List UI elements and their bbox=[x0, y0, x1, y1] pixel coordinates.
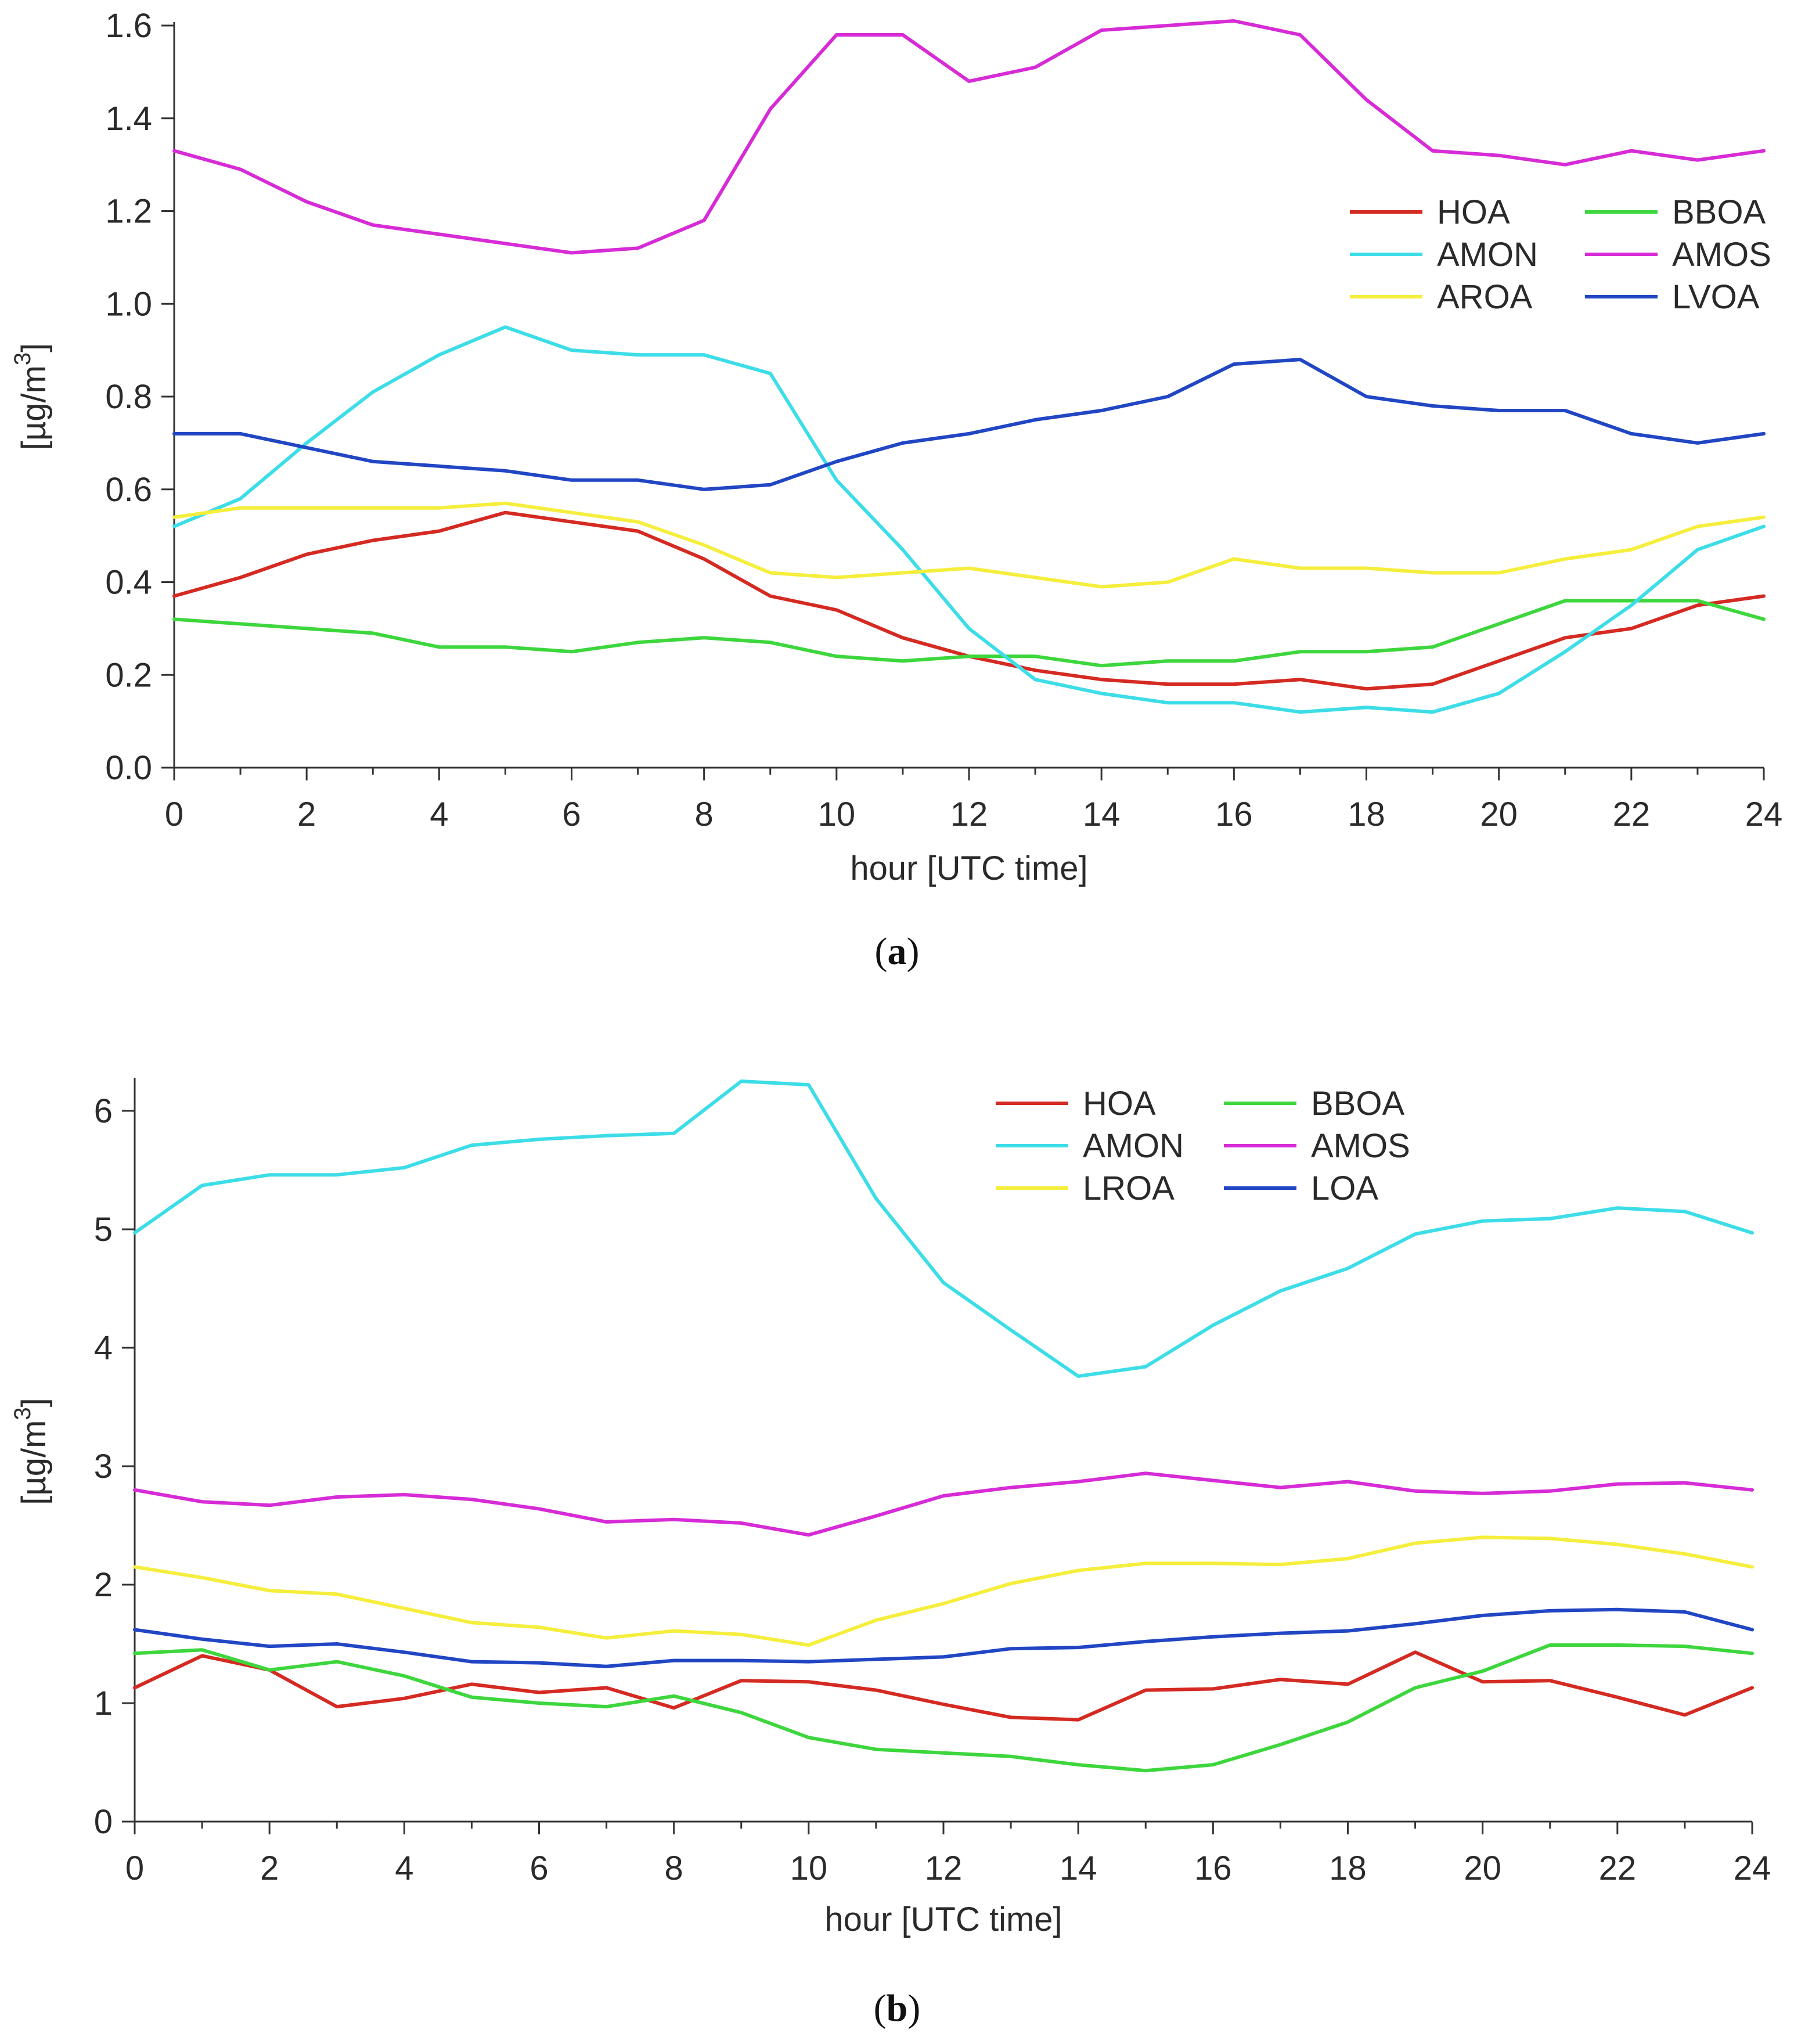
legend-label-amon: AMON bbox=[1437, 236, 1538, 274]
series-line-amon bbox=[133, 1079, 1754, 1378]
x-axis-label: hour [UTC time] bbox=[824, 1901, 1062, 1938]
series-line-aroa bbox=[172, 501, 1766, 589]
x-tick-label: 16 bbox=[1215, 796, 1253, 833]
x-tick-label: 4 bbox=[395, 1849, 413, 1887]
legend-label-loa: LOA bbox=[1311, 1169, 1378, 1207]
x-tick-label: 8 bbox=[665, 1849, 683, 1887]
series-line-lvoa bbox=[172, 358, 1766, 491]
x-tick-label: 18 bbox=[1348, 796, 1385, 833]
y-axis-label: [µg/m3] bbox=[10, 1398, 53, 1505]
chart-panel-a: 0 2 4 6 8 10 12 14 16 18 20 22 240.00.20.40.60.81.01… bbox=[10, 7, 1782, 973]
y-tick-label: 1.6 bbox=[105, 7, 152, 45]
legend: HOA BBOA AMON AMOS LROA LOA bbox=[996, 1085, 1410, 1207]
x-tick-label: 12 bbox=[950, 796, 988, 833]
series-line-hoa bbox=[133, 1650, 1754, 1722]
x-tick-label: 20 bbox=[1480, 796, 1518, 833]
x-tick-label: 14 bbox=[1060, 1849, 1097, 1887]
x-tick-label: 4 bbox=[430, 796, 448, 833]
x-tick-label: 16 bbox=[1194, 1849, 1232, 1887]
legend-label-lroa: LROA bbox=[1083, 1169, 1175, 1207]
x-tick-label: 0 bbox=[165, 796, 183, 833]
series-line-hoa bbox=[172, 510, 1766, 691]
y-tick-label: 0.6 bbox=[105, 471, 152, 509]
x-tick-label: 6 bbox=[529, 1849, 548, 1887]
x-tick-label: 8 bbox=[695, 796, 714, 833]
y-axis-label: [µg/m3] bbox=[10, 343, 53, 451]
x-tick-label: 22 bbox=[1613, 796, 1651, 833]
series-line-amos bbox=[133, 1471, 1754, 1537]
x-tick-label: 2 bbox=[260, 1849, 279, 1887]
y-tick-label: 0.4 bbox=[105, 564, 152, 602]
y-tick-label: 0.2 bbox=[105, 656, 152, 694]
y-tick-label: 0 bbox=[94, 1803, 113, 1841]
legend-label-bboa: BBOA bbox=[1311, 1085, 1404, 1122]
x-axis-label: hour [UTC time] bbox=[850, 850, 1087, 887]
x-tick-label: 10 bbox=[818, 796, 856, 833]
x-tick-label: 24 bbox=[1734, 1849, 1771, 1887]
x-tick-label: 22 bbox=[1599, 1849, 1637, 1887]
x-tick-label: 2 bbox=[297, 796, 316, 833]
y-tick-label: 0.0 bbox=[105, 749, 152, 787]
series-line-loa bbox=[133, 1607, 1754, 1668]
y-tick-label: 6 bbox=[94, 1092, 113, 1130]
series-line-bboa bbox=[133, 1643, 1754, 1773]
y-tick-label: 1.0 bbox=[105, 285, 152, 323]
y-tick-label: 1.2 bbox=[105, 193, 152, 231]
legend-label-hoa: HOA bbox=[1083, 1085, 1156, 1122]
legend-label-bboa: BBOA bbox=[1672, 193, 1766, 231]
legend-label-lvoa: LVOA bbox=[1672, 278, 1760, 316]
y-tick-label: 5 bbox=[94, 1211, 113, 1248]
legend: HOA BBOA AMON AMOS AROA LVOA bbox=[1350, 193, 1771, 316]
y-tick-label: 2 bbox=[94, 1566, 113, 1604]
y-tick-label: 1 bbox=[94, 1685, 113, 1722]
series-line-lroa bbox=[133, 1535, 1754, 1647]
panel-label: (b) bbox=[874, 1987, 921, 2029]
x-tick-label: 12 bbox=[925, 1849, 963, 1887]
x-tick-label: 18 bbox=[1329, 1849, 1367, 1887]
legend-label-hoa: HOA bbox=[1437, 193, 1510, 231]
y-tick-label: 4 bbox=[94, 1329, 113, 1367]
x-tick-label: 24 bbox=[1745, 796, 1783, 833]
x-tick-label: 20 bbox=[1464, 1849, 1501, 1887]
series-line-bboa bbox=[172, 599, 1766, 668]
legend-label-aroa: AROA bbox=[1437, 278, 1533, 316]
series-line-amon bbox=[172, 325, 1766, 714]
x-tick-label: 14 bbox=[1083, 796, 1121, 833]
x-tick-label: 6 bbox=[562, 796, 581, 833]
legend-label-amos: AMOS bbox=[1311, 1127, 1410, 1165]
legend-label-amos: AMOS bbox=[1672, 236, 1771, 274]
legend-label-amon: AMON bbox=[1083, 1127, 1184, 1165]
y-tick-label: 3 bbox=[94, 1448, 113, 1485]
y-tick-label: 0.8 bbox=[105, 378, 152, 416]
x-tick-label: 0 bbox=[125, 1849, 144, 1887]
y-tick-label: 1.4 bbox=[105, 100, 152, 138]
x-tick-label: 10 bbox=[790, 1849, 828, 1887]
panel-label: (a) bbox=[875, 930, 920, 973]
series-line-amos bbox=[172, 19, 1766, 255]
